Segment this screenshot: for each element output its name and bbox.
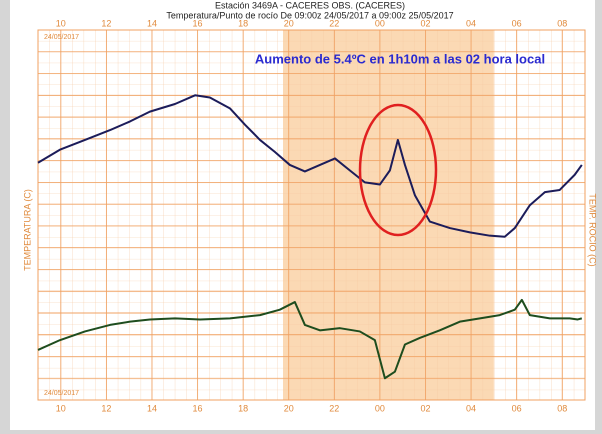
minor-grid <box>38 30 585 400</box>
x-tick-label: 08 <box>557 18 567 28</box>
x-tick-label: 14 <box>147 403 157 413</box>
x-tick-label: 02 <box>420 403 430 413</box>
y2-axis-label: TEMP. ROCIO (C) <box>588 193 598 266</box>
x-tick-label: 04 <box>466 18 476 28</box>
x-tick-label: 22 <box>329 18 339 28</box>
x-tick-label: 00 <box>375 18 385 28</box>
x-tick-label: 06 <box>512 403 522 413</box>
x-tick-label: 10 <box>56 403 66 413</box>
plot-frame <box>37 29 586 401</box>
x-tick-label: 06 <box>512 18 522 28</box>
x-tick-label: 04 <box>466 403 476 413</box>
series-line <box>37 298 583 380</box>
date-label: 24/05/2017 <box>44 34 79 41</box>
x-tick-label: 02 <box>420 18 430 28</box>
series-line <box>37 94 583 238</box>
x-tick-label: 20 <box>284 18 294 28</box>
chart-title: Estación 3469A - CACERES OBS. (CACERES) <box>215 0 405 10</box>
y-axis-label: TEMPERATURA (C) <box>22 189 32 271</box>
annotation: Aumento de 5.4ºC en 1h10m a las 02 hora … <box>255 51 545 66</box>
x-tick-label: 12 <box>101 403 111 413</box>
x-tick-label: 08 <box>557 403 567 413</box>
x-tick-label: 20 <box>284 403 294 413</box>
x-tick-label: 14 <box>147 18 157 28</box>
x-tick-label: 12 <box>101 18 111 28</box>
x-tick-label: 16 <box>193 18 203 28</box>
x-tick-label: 00 <box>375 403 385 413</box>
x-tick-label: 18 <box>238 403 248 413</box>
highlight-ellipse <box>358 103 438 237</box>
x-tick-label: 22 <box>329 403 339 413</box>
date-label: 24/05/2017 <box>44 390 79 397</box>
x-tick-label: 16 <box>193 403 203 413</box>
chart-subtitle: Temperatura/Punto de rocío De 09:00z 24/… <box>166 10 453 20</box>
x-tick-label: 18 <box>238 18 248 28</box>
x-tick-label: 10 <box>56 18 66 28</box>
